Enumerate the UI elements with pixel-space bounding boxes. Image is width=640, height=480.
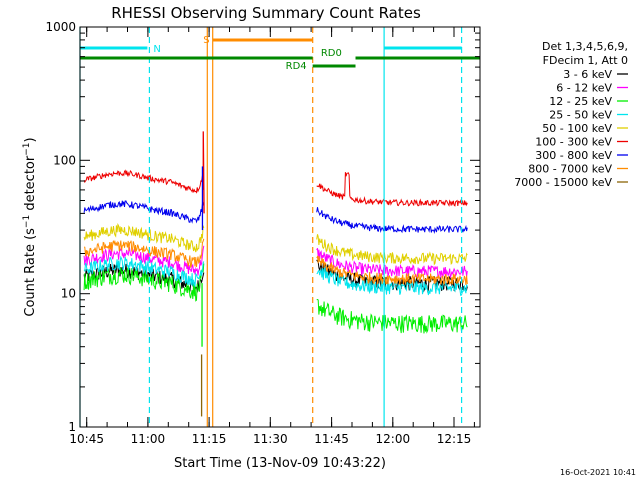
series-line <box>83 169 468 207</box>
night-label: N <box>153 44 160 55</box>
legend-header-line-1: Det 1,3,4,5,6,9, <box>542 40 628 53</box>
series-line <box>83 245 468 279</box>
series-line <box>83 263 468 334</box>
legend: Det 1,3,4,5,6,9, FDecim 1, Att 0 3 - 6 k… <box>514 40 628 189</box>
saa-label: S <box>203 35 209 46</box>
legend-header-line-2: FDecim 1, Att 0 <box>543 54 628 67</box>
legend-label: 6 - 12 keV <box>556 82 612 95</box>
y-tick-label: 100 <box>53 153 76 167</box>
legend-label: 12 - 25 keV <box>549 95 612 108</box>
x-tick-label: 12:00 <box>376 432 411 446</box>
x-tick-label: 11:15 <box>192 432 227 446</box>
y-tick-label: 1 <box>68 420 76 434</box>
series-line <box>83 223 468 266</box>
x-axis-label: Start Time (13-Nov-09 10:43:22) <box>174 456 386 471</box>
chart-title: RHESSI Observing Summary Count Rates <box>111 4 421 22</box>
legend-label: 7000 - 15000 keV <box>514 176 612 189</box>
x-tick-label: 12:15 <box>437 432 472 446</box>
y-axis-label-mid: detector <box>23 155 38 215</box>
rd4-label: RD4 <box>286 61 307 72</box>
y-tick-label: 10 <box>61 287 76 301</box>
y-axis-label-main: Count Rate (s <box>23 228 38 317</box>
x-tick-label: 11:00 <box>131 432 166 446</box>
y-axis-label: Count Rate (s−1 detector−1) <box>22 137 38 316</box>
data-layer <box>83 131 468 417</box>
x-tick-label: 11:30 <box>253 432 288 446</box>
legend-label: 25 - 50 keV <box>549 109 612 122</box>
legend-label: 800 - 7000 keV <box>528 163 612 176</box>
flare-spike <box>202 131 205 214</box>
legend-label: 300 - 800 keV <box>535 149 612 162</box>
legend-label: 100 - 300 keV <box>535 136 612 149</box>
footer-timestamp: 16-Oct-2021 10:41 <box>560 468 636 477</box>
x-tick-label: 10:45 <box>69 432 104 446</box>
series-line <box>83 238 468 286</box>
plot-frame <box>79 26 481 428</box>
rd0-label: RD0 <box>321 48 342 59</box>
y-tick-label: 1000 <box>45 20 76 34</box>
x-tick-label: 11:45 <box>314 432 349 446</box>
legend-label: 50 - 100 keV <box>542 122 612 135</box>
y-axis-label-end: ) <box>23 137 38 142</box>
legend-label: 3 - 6 keV <box>563 68 612 81</box>
series-line <box>83 200 468 234</box>
y-axis-label-exp-2: −1 <box>22 142 32 155</box>
axis-layer: 1 10 100 1000 10:45 11:00 11:15 11:30 11:45 12:00… <box>45 20 480 446</box>
y-axis-label-exp: −1 <box>22 215 32 228</box>
